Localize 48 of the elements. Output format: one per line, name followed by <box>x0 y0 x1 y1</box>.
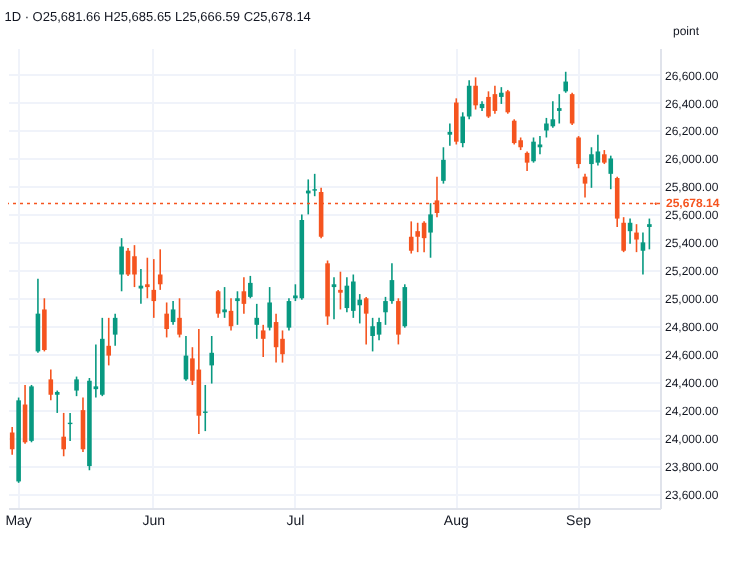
candlestick <box>260 324 266 358</box>
candlestick <box>222 286 227 319</box>
candlestick <box>54 389 60 414</box>
candlestick <box>241 276 247 315</box>
candlestick <box>370 317 375 353</box>
candlestick <box>441 146 446 185</box>
candlestick <box>595 133 601 167</box>
candlestick <box>48 368 54 402</box>
candlestick <box>119 237 124 293</box>
candlestick <box>415 221 420 253</box>
candlestick <box>453 97 459 146</box>
candlestick <box>531 136 536 164</box>
candlestick <box>331 276 337 321</box>
candlestick <box>74 375 79 397</box>
candlestick <box>396 297 401 346</box>
candlestick <box>428 202 433 259</box>
candlestick <box>42 297 47 353</box>
candlestick <box>511 118 517 146</box>
candlestick <box>408 220 414 255</box>
candlestick <box>608 154 614 191</box>
candlestick <box>351 273 356 319</box>
candlestick <box>177 297 182 339</box>
candlestick <box>647 217 652 251</box>
candlestick <box>363 296 369 346</box>
candlestick <box>376 317 382 342</box>
candlestick <box>473 76 478 111</box>
candlestick <box>164 301 169 339</box>
candlestick <box>447 122 453 147</box>
candlestick <box>634 223 639 253</box>
candlestick <box>537 135 543 156</box>
candlestick <box>576 135 581 170</box>
candlestick <box>556 93 562 125</box>
candlestick <box>209 335 215 385</box>
candlestick <box>640 231 646 276</box>
candlestick <box>338 270 343 311</box>
candlestick <box>402 283 408 329</box>
candlestick <box>151 258 157 319</box>
candlestick <box>563 70 569 94</box>
candlestick <box>170 300 176 326</box>
candlestick <box>248 275 253 300</box>
candlestick <box>106 317 112 367</box>
candlestick <box>235 290 240 326</box>
candlestick <box>61 412 66 458</box>
candlestick <box>486 90 491 119</box>
candlestick <box>254 303 260 340</box>
candlestick <box>505 89 511 115</box>
candlestick <box>132 244 137 288</box>
candlestick <box>267 286 272 332</box>
